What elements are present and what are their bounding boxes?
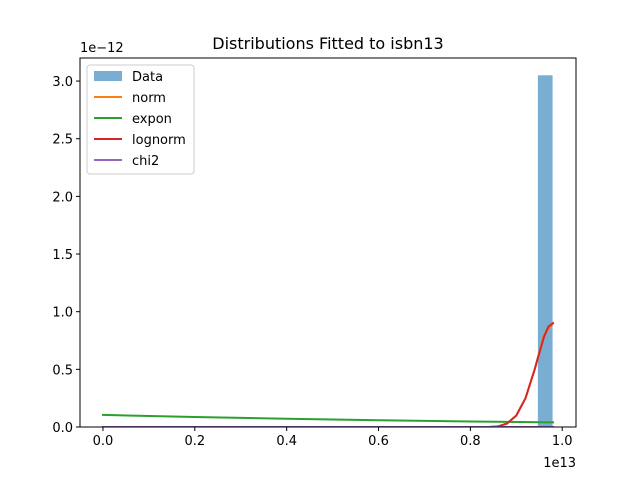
- x-offset-text: 1e13: [543, 456, 576, 471]
- chart-title: Distributions Fitted to isbn13: [212, 34, 443, 53]
- x-tick-label: 0.6: [368, 434, 389, 449]
- y-tick-label: 0.0: [52, 421, 73, 436]
- x-tick-label: 0.8: [460, 434, 481, 449]
- series-line-lognorm: [102, 321, 555, 427]
- y-tick-label: 0.5: [52, 363, 73, 378]
- y-offset-text: 1e−12: [80, 41, 124, 56]
- plot-area: [101, 75, 555, 427]
- legend-label-norm: norm: [132, 91, 166, 106]
- x-tick-label: 0.2: [184, 434, 205, 449]
- x-tick-label: 1.0: [552, 434, 573, 449]
- legend-label-expon: expon: [132, 112, 172, 127]
- series-line-expon: [101, 413, 555, 424]
- legend-label-Data: Data: [132, 70, 163, 85]
- axes-frame: [79, 57, 577, 428]
- legend-label-lognorm: lognorm: [132, 133, 186, 148]
- series-line-norm: [102, 321, 555, 427]
- legend-frame: [86, 64, 195, 175]
- y-tick-label: 1.5: [52, 248, 73, 263]
- y-tick-label: 3.0: [52, 75, 73, 90]
- y-tick-label: 2.5: [52, 133, 73, 148]
- x-tick-label: 0.4: [276, 434, 297, 449]
- x-tick-label: 0.0: [93, 434, 114, 449]
- legend-swatch-Data: [94, 71, 122, 81]
- y-tick-label: 2.0: [52, 190, 73, 205]
- histogram-bar-0: [537, 75, 553, 427]
- legend-label-chi2: chi2: [132, 154, 159, 169]
- legend: Data norm expon lognorm chi2: [86, 64, 195, 175]
- y-tick-label: 1.0: [52, 306, 73, 321]
